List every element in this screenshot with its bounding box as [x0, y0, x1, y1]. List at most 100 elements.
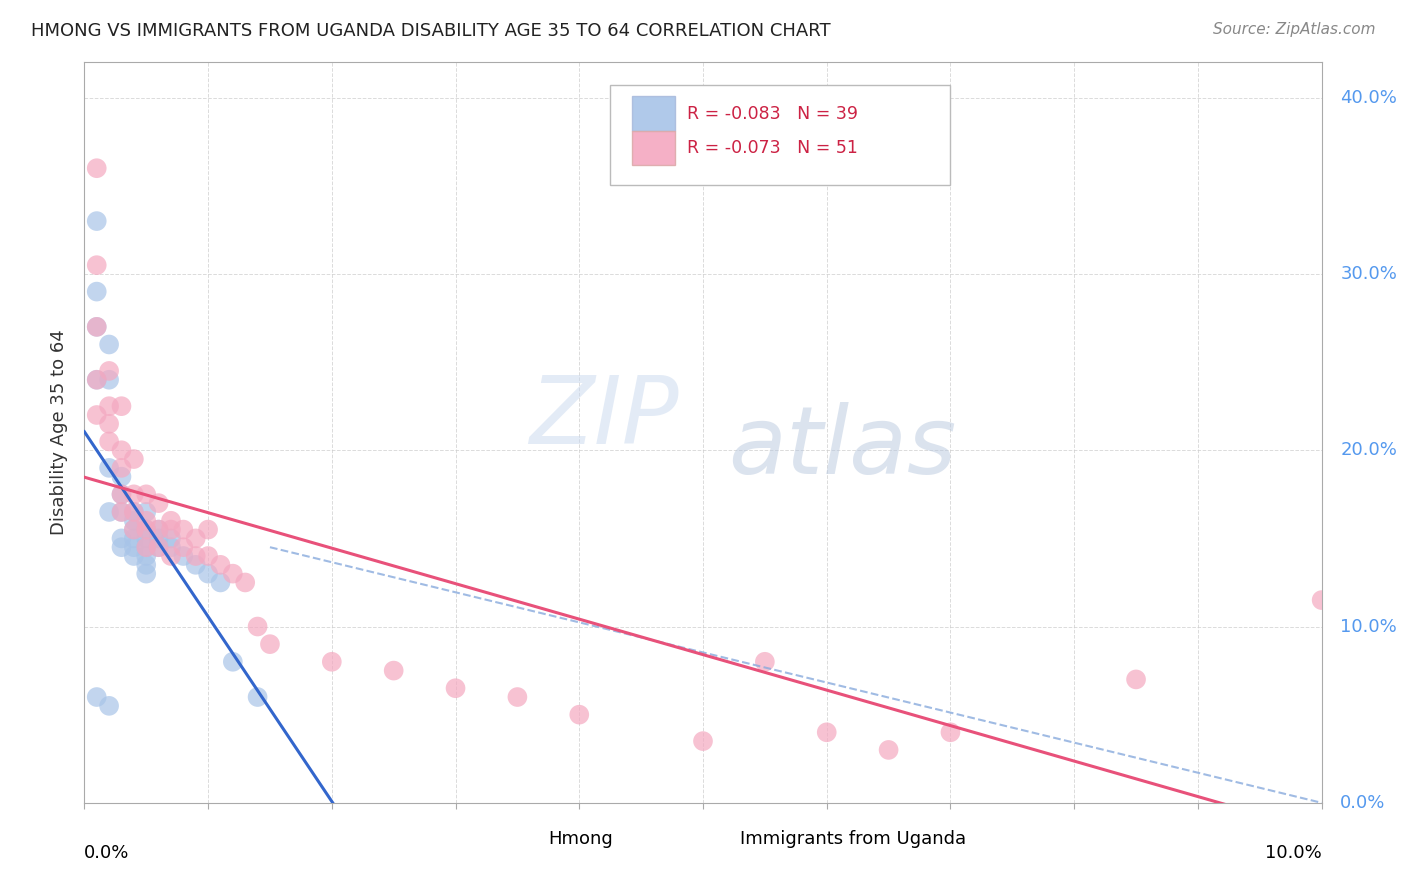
- Text: 10.0%: 10.0%: [1340, 617, 1398, 635]
- Point: [110, 443, 132, 458]
- Point: [233, 575, 256, 590]
- Point: [246, 619, 269, 633]
- Point: [259, 637, 281, 651]
- Point: [110, 505, 132, 519]
- Point: [98, 399, 121, 413]
- Point: [939, 725, 962, 739]
- Text: 30.0%: 30.0%: [1340, 265, 1398, 283]
- Point: [86, 319, 108, 334]
- Point: [135, 523, 157, 537]
- Point: [98, 373, 121, 387]
- Text: 0.0%: 0.0%: [1340, 794, 1385, 812]
- Point: [321, 655, 343, 669]
- Point: [110, 487, 132, 501]
- Point: [172, 540, 194, 554]
- Point: [122, 549, 145, 563]
- Text: Immigrants from Uganda: Immigrants from Uganda: [740, 830, 966, 848]
- Point: [98, 417, 121, 431]
- Point: [135, 505, 157, 519]
- Point: [754, 655, 776, 669]
- Point: [148, 540, 170, 554]
- Point: [877, 743, 900, 757]
- Point: [1125, 673, 1147, 687]
- Text: atlas: atlas: [728, 402, 956, 493]
- Point: [110, 532, 132, 546]
- Text: Source: ZipAtlas.com: Source: ZipAtlas.com: [1212, 22, 1375, 37]
- Point: [122, 532, 145, 546]
- Point: [568, 707, 591, 722]
- Text: 0.0%: 0.0%: [84, 844, 129, 862]
- Point: [122, 487, 145, 501]
- Point: [222, 566, 245, 581]
- Point: [110, 461, 132, 475]
- Point: [1310, 593, 1333, 607]
- Point: [184, 549, 207, 563]
- Y-axis label: Disability Age 35 to 64: Disability Age 35 to 64: [51, 330, 69, 535]
- Text: Hmong: Hmong: [548, 830, 613, 848]
- Point: [122, 505, 145, 519]
- Point: [86, 373, 108, 387]
- Point: [122, 523, 145, 537]
- Point: [197, 566, 219, 581]
- Point: [184, 532, 207, 546]
- Text: 40.0%: 40.0%: [1340, 88, 1398, 107]
- Point: [135, 566, 157, 581]
- Point: [135, 514, 157, 528]
- Point: [197, 523, 219, 537]
- Point: [98, 698, 121, 713]
- Point: [246, 690, 269, 704]
- Point: [122, 505, 145, 519]
- Point: [209, 575, 232, 590]
- Point: [135, 523, 157, 537]
- Point: [382, 664, 405, 678]
- FancyBboxPatch shape: [610, 85, 950, 185]
- Text: 10.0%: 10.0%: [1265, 844, 1322, 862]
- Point: [148, 540, 170, 554]
- Point: [172, 523, 194, 537]
- Point: [148, 496, 170, 510]
- Point: [86, 319, 108, 334]
- Point: [148, 523, 170, 537]
- Point: [98, 461, 121, 475]
- FancyBboxPatch shape: [695, 826, 734, 853]
- Point: [135, 532, 157, 546]
- Point: [86, 690, 108, 704]
- Point: [444, 681, 467, 696]
- Point: [148, 523, 170, 537]
- Point: [122, 540, 145, 554]
- Point: [222, 655, 245, 669]
- Point: [197, 549, 219, 563]
- Point: [160, 523, 183, 537]
- Point: [110, 399, 132, 413]
- Point: [135, 487, 157, 501]
- Point: [98, 364, 121, 378]
- Point: [184, 558, 207, 572]
- Point: [160, 514, 183, 528]
- Text: R = -0.083   N = 39: R = -0.083 N = 39: [688, 104, 858, 122]
- Point: [160, 532, 183, 546]
- Point: [172, 549, 194, 563]
- Point: [815, 725, 838, 739]
- Point: [122, 514, 145, 528]
- Text: HMONG VS IMMIGRANTS FROM UGANDA DISABILITY AGE 35 TO 64 CORRELATION CHART: HMONG VS IMMIGRANTS FROM UGANDA DISABILI…: [31, 22, 831, 40]
- Point: [160, 549, 183, 563]
- FancyBboxPatch shape: [633, 96, 675, 130]
- Point: [135, 540, 157, 554]
- Point: [110, 487, 132, 501]
- Point: [98, 337, 121, 351]
- Point: [110, 505, 132, 519]
- Point: [148, 532, 170, 546]
- Text: ZIP: ZIP: [529, 372, 678, 463]
- Point: [86, 214, 108, 228]
- FancyBboxPatch shape: [633, 131, 675, 165]
- Point: [506, 690, 529, 704]
- Point: [86, 285, 108, 299]
- Point: [98, 505, 121, 519]
- Point: [122, 452, 145, 467]
- Point: [86, 258, 108, 272]
- Text: 20.0%: 20.0%: [1340, 442, 1398, 459]
- Text: R = -0.073   N = 51: R = -0.073 N = 51: [688, 139, 858, 157]
- Point: [135, 558, 157, 572]
- FancyBboxPatch shape: [502, 826, 543, 853]
- Point: [86, 161, 108, 176]
